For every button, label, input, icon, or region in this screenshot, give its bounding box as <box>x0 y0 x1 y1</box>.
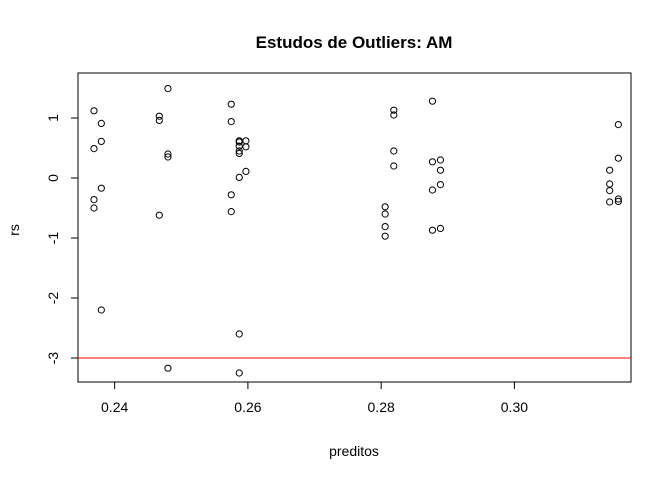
data-point <box>390 106 398 114</box>
data-point <box>381 232 389 240</box>
data-point <box>614 121 622 129</box>
chart-title: Estudos de Outliers: AM <box>256 33 453 52</box>
x-axis-label: preditos <box>329 443 379 459</box>
data-point <box>436 156 445 164</box>
data-point <box>428 186 437 194</box>
data-point <box>155 112 163 120</box>
y-tick-label: -2 <box>45 292 61 305</box>
data-point <box>381 223 389 231</box>
data-point <box>227 191 235 199</box>
y-tick-label: 0 <box>45 174 61 182</box>
data-point <box>390 162 398 170</box>
data-point <box>164 364 172 372</box>
x-tick-label: 0.24 <box>101 399 128 415</box>
data-point <box>428 97 437 105</box>
data-point <box>155 116 163 125</box>
data-point <box>90 107 98 115</box>
data-point <box>227 118 235 126</box>
data-point <box>381 210 389 218</box>
data-point <box>606 180 614 188</box>
data-point <box>436 224 445 232</box>
data-point <box>235 173 243 181</box>
data-point <box>97 137 105 145</box>
data-point <box>606 198 614 206</box>
data-point <box>164 85 172 93</box>
data-point <box>235 147 243 155</box>
data-point <box>242 167 250 175</box>
data-point <box>164 153 172 161</box>
data-point <box>390 111 398 119</box>
data-point <box>436 166 445 174</box>
data-point <box>164 150 172 158</box>
data-points <box>90 85 622 377</box>
x-tick-label: 0.26 <box>234 399 261 415</box>
data-point <box>90 204 98 212</box>
data-point <box>235 149 243 157</box>
data-point <box>235 330 243 338</box>
data-point <box>428 226 437 234</box>
data-point <box>90 196 98 204</box>
data-point <box>614 197 622 205</box>
x-axis: 0.24 0.26 0.28 0.30 <box>101 381 528 415</box>
y-tick-label: -1 <box>45 232 61 245</box>
data-point <box>227 100 235 108</box>
data-point <box>235 369 243 377</box>
data-point <box>155 211 163 219</box>
data-point <box>235 138 243 146</box>
x-tick-label: 0.28 <box>368 399 395 415</box>
data-point <box>381 203 389 211</box>
data-point <box>606 166 614 174</box>
data-point <box>428 158 437 166</box>
data-point <box>97 184 105 192</box>
data-point <box>614 154 622 162</box>
data-point <box>97 306 105 314</box>
data-point <box>242 137 250 145</box>
data-point <box>235 142 243 150</box>
data-point <box>436 181 445 189</box>
y-axis: -3 -2 -1 0 1 <box>45 114 79 365</box>
x-tick-label: 0.30 <box>501 399 528 415</box>
data-point <box>97 119 105 128</box>
y-axis-label: rs <box>6 224 22 236</box>
y-tick-label: 1 <box>45 114 61 122</box>
data-point <box>614 195 622 203</box>
data-point <box>90 145 98 153</box>
data-point <box>390 147 398 155</box>
data-point <box>242 143 250 151</box>
y-tick-label: -3 <box>45 352 61 365</box>
data-point <box>606 187 614 195</box>
data-point <box>227 208 235 216</box>
